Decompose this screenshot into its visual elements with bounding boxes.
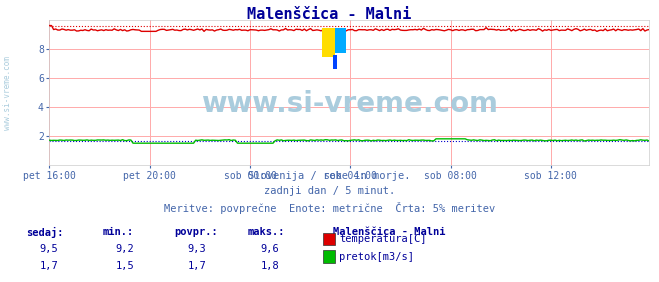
Text: min.:: min.:	[102, 227, 133, 237]
Text: Slovenija / reke in morje.: Slovenija / reke in morje.	[248, 171, 411, 180]
Text: Malenščica - Malni: Malenščica - Malni	[333, 227, 445, 237]
Text: sedaj:: sedaj:	[26, 227, 64, 238]
Text: 1,7: 1,7	[40, 261, 58, 271]
Text: maks.:: maks.:	[247, 227, 285, 237]
Text: 1,8: 1,8	[260, 261, 279, 271]
Text: zadnji dan / 5 minut.: zadnji dan / 5 minut.	[264, 186, 395, 196]
FancyBboxPatch shape	[322, 28, 335, 58]
Text: Malenščica - Malni: Malenščica - Malni	[247, 7, 412, 22]
Text: pretok[m3/s]: pretok[m3/s]	[339, 252, 415, 262]
Text: 1,5: 1,5	[115, 261, 134, 271]
Text: povpr.:: povpr.:	[175, 227, 218, 237]
FancyBboxPatch shape	[335, 28, 346, 53]
Text: 9,2: 9,2	[115, 244, 134, 254]
Text: 9,5: 9,5	[40, 244, 58, 254]
Text: Meritve: povprečne  Enote: metrične  Črta: 5% meritev: Meritve: povprečne Enote: metrične Črta:…	[164, 202, 495, 214]
Text: temperatura[C]: temperatura[C]	[339, 234, 427, 244]
Text: 9,3: 9,3	[188, 244, 206, 254]
Text: 9,6: 9,6	[260, 244, 279, 254]
Text: www.si-vreme.com: www.si-vreme.com	[201, 90, 498, 118]
Text: www.si-vreme.com: www.si-vreme.com	[3, 56, 13, 130]
FancyBboxPatch shape	[333, 55, 337, 69]
Text: 1,7: 1,7	[188, 261, 206, 271]
